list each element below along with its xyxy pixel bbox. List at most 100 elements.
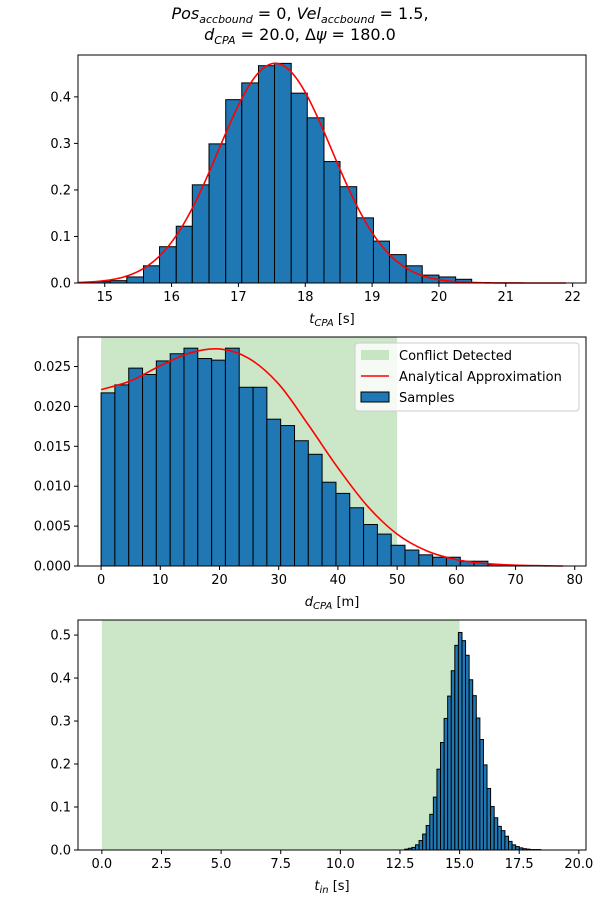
histogram-bar <box>290 92 308 284</box>
histogram-bar <box>388 254 407 284</box>
x-tick-label: 7.5 <box>270 857 291 872</box>
x-tick-label: 2.5 <box>151 857 172 872</box>
y-tick-label: 0.010 <box>34 480 71 495</box>
histogram-bar <box>128 367 144 567</box>
histogram-bar <box>335 492 351 567</box>
histogram-bar <box>257 65 276 284</box>
histogram-bar <box>307 453 323 567</box>
histogram-bar <box>321 481 337 567</box>
histogram-bar <box>429 813 434 851</box>
histogram-bar <box>497 825 502 851</box>
histogram-bar <box>169 353 185 567</box>
x-tick-label: 40 <box>330 573 347 588</box>
histogram-bar <box>486 788 492 851</box>
x-tick-label: 30 <box>270 573 287 588</box>
histogram-bar <box>191 184 210 284</box>
x-tick-label: 20.0 <box>564 857 593 872</box>
histogram-bar <box>436 768 442 851</box>
x-tick-label: 0 <box>97 573 105 588</box>
histogram-bar <box>457 631 463 851</box>
histogram-bar <box>280 425 296 567</box>
tcpa-histogram-panel: 15 16 17 18 19 20 21 22 0.0 0.1 0.2 0.3 0.4 tCPA [s] <box>50 54 587 329</box>
x-tick-label: 70 <box>507 573 524 588</box>
histogram-bar <box>390 544 406 567</box>
x-tick-label: 15 <box>96 290 113 305</box>
histogram-bar <box>450 670 456 851</box>
y-tick-label: 0.015 <box>34 440 71 455</box>
legend-swatch-samples <box>360 391 390 403</box>
histogram-bar <box>241 82 259 284</box>
histogram-bar <box>454 644 459 851</box>
legend-label-samples: Samples <box>399 391 455 406</box>
histogram-bar <box>159 246 177 284</box>
histogram-bar <box>143 265 161 284</box>
y-tick-label: 0.0 <box>50 844 71 859</box>
x-tick-label: 18 <box>297 290 314 305</box>
histogram-bar <box>440 742 445 851</box>
histogram-bar <box>224 347 240 567</box>
x-tick-label: 20 <box>431 290 448 305</box>
histogram-bar <box>461 640 467 851</box>
y-tick-label: 0.005 <box>34 520 71 535</box>
histogram-bar <box>211 359 226 567</box>
x-axis-label: tCPA [s] <box>309 312 355 329</box>
conflict-region <box>101 620 460 850</box>
histogram-bar <box>418 554 434 567</box>
x-tick-label: 19 <box>364 290 381 305</box>
histogram-bar <box>511 844 517 851</box>
histogram-bar <box>183 347 199 567</box>
x-tick-label: 50 <box>389 573 406 588</box>
x-tick-label: 20 <box>211 573 228 588</box>
histogram-bar <box>414 844 420 851</box>
y-tick-label: 0.1 <box>50 230 71 245</box>
x-axis-label: tin [s] <box>314 879 349 896</box>
histogram-bar <box>306 117 325 284</box>
tin-histogram-panel: 0.0 2.5 5.0 7.5 10.0 12.5 15.0 17.5 20.0 0.0 0.1 0.… <box>50 619 593 896</box>
histogram-bar <box>349 507 365 567</box>
histogram-bar <box>482 764 488 851</box>
histogram-bar <box>472 695 477 851</box>
y-tick-label: 0.5 <box>50 629 71 644</box>
x-tick-label: 15.0 <box>445 857 474 872</box>
x-tick-label: 16 <box>163 290 180 305</box>
y-tick-label: 0.2 <box>50 758 71 773</box>
x-tick-label: 17 <box>230 290 247 305</box>
axes-frame <box>77 336 587 567</box>
histogram-bar <box>432 796 438 851</box>
x-tick-label: 80 <box>566 573 583 588</box>
histogram-bar <box>238 386 254 567</box>
histogram-bar <box>468 679 474 851</box>
x-tick-label: 21 <box>498 290 515 305</box>
histogram-bar <box>443 717 449 851</box>
histogram-bar <box>432 556 447 567</box>
histogram-bar <box>356 217 374 284</box>
y-tick-label: 0.000 <box>34 560 71 575</box>
y-tick-label: 0.0 <box>50 277 71 292</box>
legend-label-curve: Analytical Approximation <box>399 370 562 385</box>
legend-label-conflict: Conflict Detected <box>399 349 512 364</box>
y-tick-label: 0.3 <box>50 137 71 152</box>
dcpa-histogram-panel: 0 10 20 30 40 50 60 70 80 0.000 0.005 0.010 0.015 0.0… <box>34 336 587 612</box>
x-tick-label: 22 <box>564 290 581 305</box>
histogram-bar <box>465 654 470 851</box>
y-tick-label: 0.4 <box>50 90 71 105</box>
histogram-bar <box>490 806 495 851</box>
y-tick-label: 0.025 <box>34 360 71 375</box>
figure-title-line1: Posaccbound = 0, Velaccbound = 1.5, <box>171 4 428 26</box>
legend-box <box>354 342 580 412</box>
histogram-bar <box>500 830 506 851</box>
histogram-bar <box>475 717 481 851</box>
histogram-bar <box>197 358 213 567</box>
histogram-bar <box>479 739 484 851</box>
histogram-bar <box>447 695 452 851</box>
x-tick-label: 12.5 <box>385 857 414 872</box>
x-tick-label: 0.0 <box>92 857 113 872</box>
histogram-bar <box>252 386 268 567</box>
histogram-bar <box>266 418 282 567</box>
x-tick-label: 5.0 <box>211 857 232 872</box>
histogram-bar <box>493 817 499 851</box>
x-tick-label: 17.5 <box>505 857 534 872</box>
x-tick-label: 60 <box>448 573 465 588</box>
x-axis-label: dCPA [m] <box>305 595 360 612</box>
